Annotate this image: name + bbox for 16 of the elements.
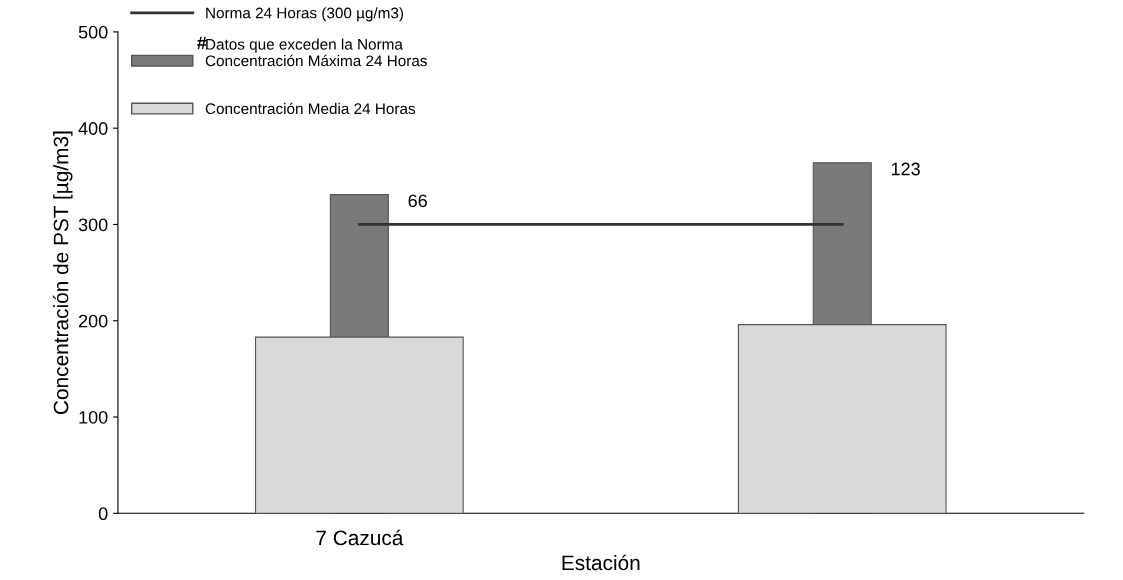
legend-label: Norma 24 Horas (300 µg/m3) (206, 7, 404, 22)
y-tick-label: 500 (78, 25, 108, 39)
y-tick-label: 0 (98, 507, 108, 521)
annotation: # (197, 36, 207, 49)
annotation: 66 (408, 194, 427, 208)
y-tick-label: 200 (78, 314, 108, 328)
legend-label: Concentración Media 24 Horas (205, 102, 416, 115)
legend-label: Concentración Máxima 24 Horas (205, 54, 427, 67)
y-tick-label: 100 (79, 410, 108, 424)
x-tick-label: 7 Cazucá (316, 529, 404, 546)
annotation: Datos que exceden la Norma (206, 38, 403, 53)
y-tick-label: 300 (78, 218, 108, 232)
annotation: 123 (891, 162, 920, 176)
y-axis-title: Concentración de PST [µg/m3] (52, 131, 73, 414)
y-tick-label: 400 (78, 122, 108, 135)
x-axis-title: Estación (562, 554, 640, 571)
